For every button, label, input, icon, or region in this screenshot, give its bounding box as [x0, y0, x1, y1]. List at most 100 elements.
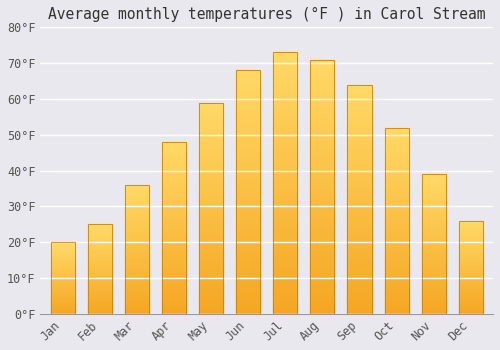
Bar: [422, 238, 446, 240]
Bar: [422, 286, 446, 287]
Bar: [348, 280, 372, 282]
Bar: [124, 218, 149, 220]
Bar: [88, 262, 112, 263]
Bar: [88, 284, 112, 285]
Bar: [88, 241, 112, 242]
Bar: [458, 261, 483, 262]
Bar: [273, 212, 297, 215]
Bar: [273, 272, 297, 275]
Bar: [50, 242, 74, 314]
Bar: [422, 248, 446, 250]
Bar: [384, 234, 408, 236]
Bar: [273, 264, 297, 267]
Bar: [236, 282, 260, 285]
Bar: [458, 252, 483, 253]
Bar: [162, 205, 186, 207]
Bar: [199, 113, 223, 115]
Bar: [124, 226, 149, 228]
Bar: [310, 100, 334, 103]
Bar: [348, 266, 372, 268]
Bar: [236, 160, 260, 163]
Bar: [384, 130, 408, 131]
Bar: [50, 292, 74, 293]
Bar: [384, 178, 408, 180]
Bar: [50, 277, 74, 278]
Bar: [124, 271, 149, 273]
Bar: [88, 266, 112, 267]
Bar: [458, 282, 483, 283]
Bar: [162, 175, 186, 176]
Bar: [236, 168, 260, 170]
Bar: [236, 260, 260, 263]
Bar: [384, 254, 408, 256]
Bar: [88, 224, 112, 314]
Bar: [199, 130, 223, 132]
Bar: [458, 284, 483, 285]
Bar: [273, 261, 297, 264]
Bar: [348, 137, 372, 140]
Bar: [88, 271, 112, 272]
Bar: [348, 121, 372, 124]
Bar: [273, 246, 297, 248]
Bar: [384, 139, 408, 141]
Bar: [236, 265, 260, 268]
Bar: [236, 90, 260, 92]
Bar: [384, 286, 408, 288]
Bar: [458, 225, 483, 226]
Bar: [236, 150, 260, 153]
Bar: [88, 298, 112, 299]
Bar: [422, 197, 446, 198]
Bar: [50, 252, 74, 253]
Bar: [273, 167, 297, 170]
Bar: [199, 282, 223, 284]
Bar: [199, 119, 223, 121]
Bar: [458, 254, 483, 255]
Bar: [348, 300, 372, 302]
Bar: [199, 117, 223, 119]
Bar: [50, 245, 74, 246]
Bar: [162, 273, 186, 274]
Bar: [384, 238, 408, 239]
Bar: [458, 249, 483, 250]
Bar: [310, 230, 334, 232]
Bar: [348, 112, 372, 114]
Bar: [384, 219, 408, 221]
Bar: [50, 259, 74, 260]
Bar: [162, 312, 186, 314]
Bar: [124, 203, 149, 204]
Bar: [124, 194, 149, 195]
Bar: [458, 301, 483, 302]
Bar: [273, 52, 297, 55]
Bar: [273, 63, 297, 65]
Bar: [162, 190, 186, 192]
Bar: [236, 182, 260, 185]
Bar: [236, 216, 260, 219]
Bar: [422, 195, 446, 197]
Bar: [458, 250, 483, 251]
Bar: [236, 83, 260, 85]
Bar: [384, 210, 408, 211]
Bar: [162, 161, 186, 162]
Bar: [50, 295, 74, 296]
Bar: [162, 162, 186, 164]
Bar: [458, 221, 483, 222]
Bar: [384, 158, 408, 159]
Bar: [273, 217, 297, 220]
Bar: [422, 193, 446, 194]
Bar: [422, 244, 446, 245]
Bar: [384, 137, 408, 139]
Bar: [422, 234, 446, 236]
Bar: [236, 85, 260, 88]
Bar: [348, 144, 372, 147]
Bar: [310, 60, 334, 314]
Bar: [199, 141, 223, 143]
Bar: [124, 267, 149, 269]
Bar: [384, 223, 408, 224]
Bar: [88, 238, 112, 239]
Bar: [162, 182, 186, 183]
Bar: [88, 228, 112, 229]
Bar: [310, 232, 334, 235]
Bar: [124, 296, 149, 297]
Bar: [88, 225, 112, 226]
Bar: [384, 198, 408, 200]
